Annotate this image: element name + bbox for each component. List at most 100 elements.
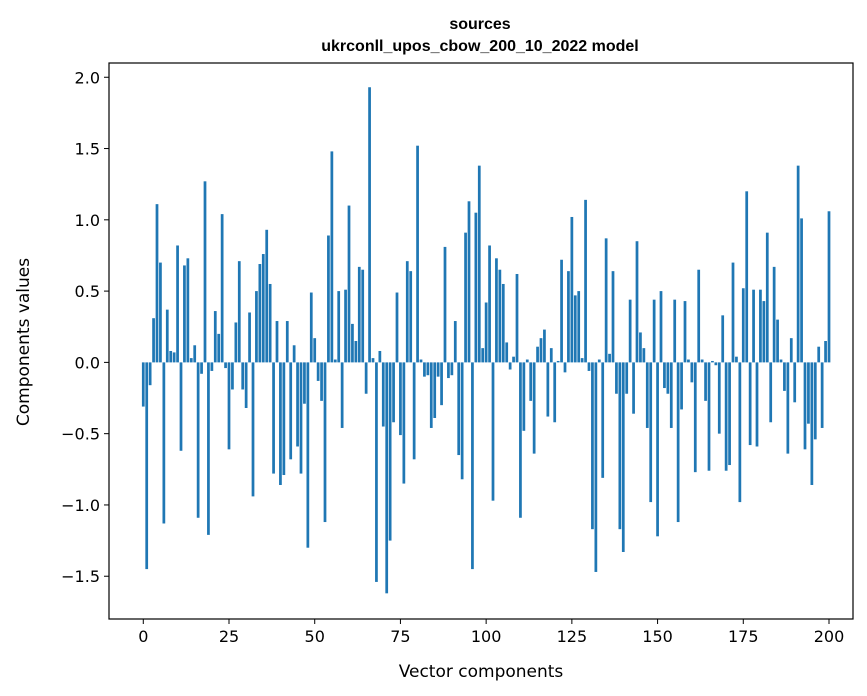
bar-190: [793, 362, 797, 403]
bar-60: [347, 205, 351, 363]
bar-134: [601, 362, 605, 478]
bar-145: [639, 332, 642, 363]
bar-91: [453, 321, 457, 363]
bar-61: [351, 323, 354, 363]
bar-200: [827, 211, 831, 363]
bar-129: [584, 199, 587, 363]
bar-192: [800, 218, 803, 363]
y-tick-label: −0.5: [61, 425, 100, 444]
bar-28: [237, 261, 241, 363]
bar-189: [789, 338, 793, 363]
bar-115: [536, 346, 539, 363]
bar-22: [217, 333, 221, 363]
bar-93: [460, 362, 464, 480]
bar-25: [227, 362, 231, 450]
bar-193: [803, 362, 807, 450]
bar-66: [368, 87, 371, 363]
bar-4: [155, 204, 159, 363]
bar-76: [402, 362, 406, 484]
bar-147: [645, 362, 649, 428]
bar-162: [697, 269, 701, 363]
bar-104: [498, 269, 502, 363]
bar-54: [327, 235, 330, 363]
bar-137: [611, 271, 615, 363]
bar-123: [563, 362, 567, 373]
bar-105: [501, 283, 505, 363]
bar-73: [392, 362, 395, 423]
bar-155: [673, 299, 677, 363]
y-tick-label: 0.0: [75, 353, 100, 372]
bar-23: [220, 214, 224, 363]
bar-48: [306, 362, 310, 548]
bar-174: [738, 362, 742, 503]
bar-21: [213, 311, 217, 363]
bar-99: [481, 348, 485, 363]
bar-34: [258, 264, 262, 363]
bar-78: [409, 271, 413, 363]
y-tick-label: 2.0: [75, 68, 100, 87]
bar-7: [165, 309, 169, 363]
bar-148: [649, 362, 653, 503]
y-tick-label: 1.5: [75, 140, 100, 159]
bar-0: [141, 362, 145, 407]
bar-57: [337, 291, 341, 363]
bar-69: [378, 350, 382, 363]
bar-47: [303, 362, 306, 404]
bar-112: [525, 359, 529, 363]
bar-180: [759, 289, 762, 363]
bar-44: [292, 345, 296, 363]
bar-98: [477, 165, 481, 363]
bar-15: [193, 345, 197, 363]
y-tick-label: 1.0: [75, 211, 100, 230]
bar-13: [186, 258, 190, 363]
bar-166: [711, 360, 714, 363]
bar-59: [344, 289, 347, 363]
bar-90: [450, 362, 454, 376]
bar-74: [395, 292, 399, 363]
bar-6: [162, 362, 166, 524]
bar-149: [652, 299, 656, 363]
bar-43: [289, 362, 293, 460]
bar-16: [196, 362, 200, 518]
bar-157: [680, 362, 683, 410]
bar-103: [495, 258, 498, 363]
bar-87: [440, 362, 443, 406]
bar-79: [412, 362, 416, 460]
bar-110: [519, 362, 522, 518]
bar-67: [371, 358, 375, 363]
bar-81: [419, 359, 423, 363]
bar-136: [608, 353, 611, 363]
bar-100: [484, 302, 488, 363]
bar-153: [666, 362, 670, 394]
bar-197: [817, 346, 821, 363]
bar-143: [632, 362, 635, 414]
bar-26: [231, 362, 234, 390]
bar-39: [275, 321, 279, 363]
bar-72: [388, 362, 392, 541]
bar-56: [333, 359, 337, 363]
bar-63: [357, 266, 361, 363]
bar-30: [244, 362, 248, 408]
x-tick-label: 25: [219, 627, 239, 646]
bar-116: [539, 338, 543, 363]
bar-156: [676, 362, 680, 523]
x-tick-label: 150: [642, 627, 673, 646]
bar-65: [364, 362, 368, 394]
bar-172: [731, 262, 735, 363]
bar-107: [508, 362, 512, 370]
bar-124: [567, 271, 570, 363]
bar-183: [769, 362, 773, 423]
bar-89: [447, 362, 450, 379]
bar-2: [148, 362, 152, 386]
bar-32: [251, 362, 255, 497]
bar-199: [824, 341, 827, 363]
bar-20: [210, 362, 214, 371]
x-tick-label: 200: [814, 627, 845, 646]
bar-173: [735, 356, 738, 363]
bar-92: [457, 362, 461, 456]
bar-94: [464, 232, 467, 363]
bar-177: [748, 362, 752, 446]
bar-8: [169, 350, 173, 363]
bar-27: [234, 322, 238, 363]
bar-83: [426, 362, 430, 376]
